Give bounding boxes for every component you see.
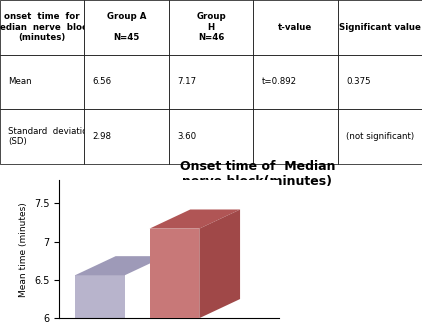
Polygon shape bbox=[149, 210, 240, 229]
Text: Onset time of  Median
nerve block(minutes): Onset time of Median nerve block(minutes… bbox=[180, 160, 335, 188]
Polygon shape bbox=[75, 256, 165, 275]
Y-axis label: Mean time (minutes): Mean time (minutes) bbox=[19, 202, 28, 297]
Polygon shape bbox=[75, 275, 124, 318]
Polygon shape bbox=[149, 229, 199, 318]
Polygon shape bbox=[199, 210, 240, 318]
